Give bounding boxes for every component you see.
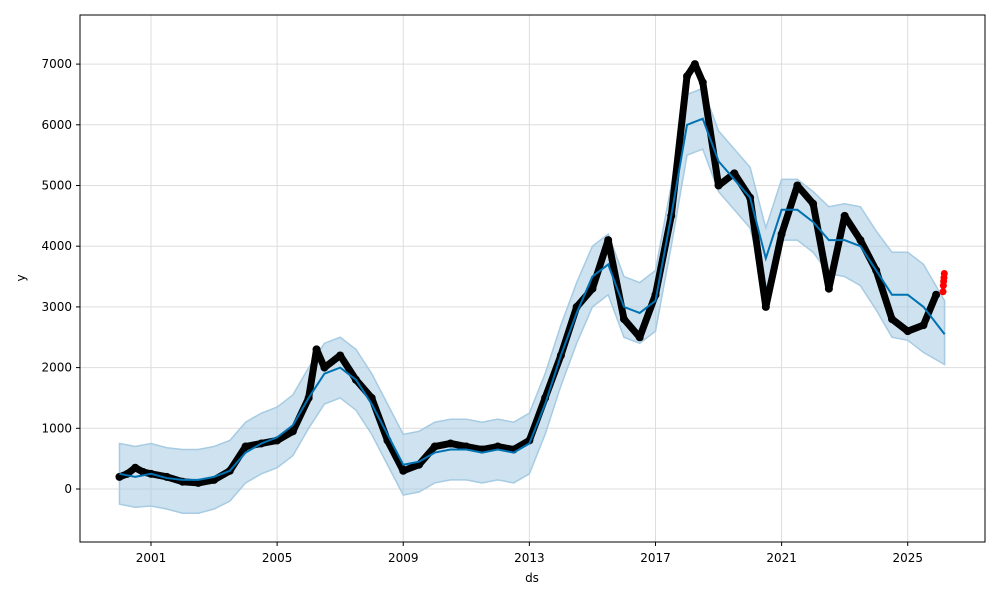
actual-point <box>588 284 597 293</box>
uncertainty-interval <box>118 87 946 515</box>
actual-point <box>131 463 140 472</box>
y-tick-label: 6000 <box>41 118 72 132</box>
actual-point <box>312 345 321 354</box>
actual-point <box>793 181 802 190</box>
actual-point <box>619 315 628 324</box>
y-tick-label: 2000 <box>41 361 72 375</box>
x-axis-label: ds <box>525 571 539 585</box>
actual-point <box>809 199 818 208</box>
actual-point <box>730 169 739 178</box>
actual-point <box>604 236 613 245</box>
actual-point <box>714 181 723 190</box>
actual-point <box>635 333 644 342</box>
actual-point <box>903 327 912 336</box>
future-actual-points <box>939 270 948 296</box>
grid <box>80 15 985 542</box>
y-tick-label: 3000 <box>41 300 72 314</box>
actual-point <box>919 321 928 330</box>
actual-point <box>288 427 297 436</box>
actual-point <box>320 363 329 372</box>
actual-point <box>446 439 455 448</box>
x-tick-label: 2009 <box>388 551 419 565</box>
actual-point <box>399 466 408 475</box>
x-axis: 2001 2005 2009 2013 2017 2021 2025 <box>136 542 923 565</box>
actual-point <box>887 315 896 324</box>
x-tick-label: 2017 <box>640 551 671 565</box>
actual-point <box>690 60 699 69</box>
actual-point <box>932 290 941 299</box>
forecast-line <box>119 117 946 481</box>
x-tick-label: 2021 <box>766 551 797 565</box>
y-axis-label: y <box>14 274 28 281</box>
y-axis: 0 1000 2000 3000 4000 5000 6000 7000 <box>41 57 80 496</box>
y-tick-label: 4000 <box>41 239 72 253</box>
actual-point <box>683 72 692 81</box>
x-tick-label: 2001 <box>136 551 167 565</box>
plot-frame <box>79 14 986 543</box>
actual-point <box>840 211 849 220</box>
future-actual-point <box>939 288 947 296</box>
y-tick-label: 1000 <box>41 421 72 435</box>
actual-point <box>194 478 203 487</box>
y-tick-label: 0 <box>64 482 72 496</box>
x-tick-label: 2025 <box>892 551 923 565</box>
actual-point <box>856 236 865 245</box>
actual-point <box>462 442 471 451</box>
actual-point <box>824 284 833 293</box>
y-tick-label: 5000 <box>41 179 72 193</box>
actual-point <box>698 78 707 87</box>
actual-point <box>336 351 345 360</box>
actual-point <box>777 230 786 239</box>
actual-point <box>241 442 250 451</box>
actual-point <box>761 302 770 311</box>
x-tick-label: 2005 <box>262 551 293 565</box>
future-actual-point <box>940 270 948 278</box>
actual-point <box>493 442 502 451</box>
x-tick-label: 2013 <box>514 551 545 565</box>
actual-point <box>430 442 439 451</box>
y-tick-label: 7000 <box>41 57 72 71</box>
